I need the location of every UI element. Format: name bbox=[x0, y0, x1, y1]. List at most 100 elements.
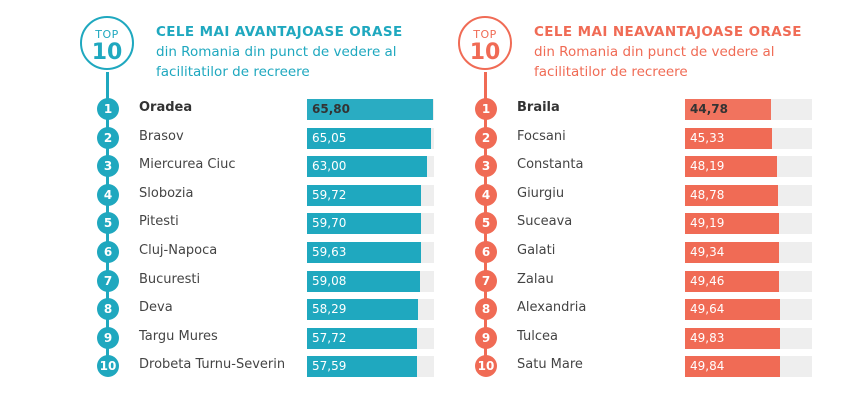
bar-track: 65,80 bbox=[307, 99, 434, 120]
rank-number: 3 bbox=[475, 155, 497, 178]
score-bar bbox=[685, 270, 779, 292]
rank-number: 10 bbox=[97, 355, 119, 378]
score-bar bbox=[307, 356, 417, 378]
worst-cities-panel: TOP 10 CELE MAI NEAVANTAJOASE ORASE din … bbox=[458, 0, 818, 403]
city-name: Bucuresti bbox=[139, 271, 201, 287]
score-bar bbox=[685, 156, 777, 178]
table-row: 4 Slobozia 59,72 bbox=[80, 182, 440, 208]
table-row: 9 Targu Mures 57,72 bbox=[80, 325, 440, 351]
bar-track: 63,00 bbox=[307, 156, 434, 178]
score-value: 48,78 bbox=[690, 187, 725, 202]
rank-number: 5 bbox=[97, 212, 119, 235]
worst-cities-subtitle: din Romania din punct de vedere al facil… bbox=[534, 44, 775, 80]
city-name: Braila bbox=[517, 100, 560, 115]
bar-track: 49,83 bbox=[685, 327, 812, 349]
rank-number: 1 bbox=[475, 98, 497, 120]
score-value: 49,19 bbox=[690, 216, 725, 231]
bar-track: 59,72 bbox=[307, 184, 434, 206]
table-row: 6 Cluj-Napoca 59,63 bbox=[80, 239, 440, 265]
city-name: Tulcea bbox=[517, 328, 558, 344]
bar-track: 57,72 bbox=[307, 327, 434, 349]
top10-badge: TOP 10 bbox=[458, 16, 512, 70]
city-name: Satu Mare bbox=[517, 357, 583, 373]
score-bar bbox=[307, 127, 431, 149]
bar-track: 49,46 bbox=[685, 270, 812, 292]
score-bar bbox=[307, 327, 417, 349]
city-name: Miercurea Ciuc bbox=[139, 157, 236, 173]
table-row: 5 Pitesti 59,70 bbox=[80, 210, 440, 236]
badge-connector-line bbox=[484, 72, 487, 112]
table-row: 1 Braila 44,78 bbox=[458, 96, 818, 122]
score-bar bbox=[307, 99, 433, 120]
bar-track: 65,05 bbox=[307, 127, 434, 149]
badge-connector-line bbox=[106, 72, 109, 112]
score-bar bbox=[685, 127, 772, 149]
score-bar bbox=[685, 327, 780, 349]
city-name: Targu Mures bbox=[139, 328, 218, 344]
city-name: Suceava bbox=[517, 214, 573, 230]
score-value: 49,46 bbox=[690, 273, 725, 288]
city-name: Oradea bbox=[139, 100, 193, 115]
bar-track: 49,34 bbox=[685, 242, 812, 263]
city-name: Deva bbox=[139, 300, 173, 316]
badge-top-label: TOP bbox=[473, 28, 497, 41]
city-name: Giurgiu bbox=[517, 185, 565, 201]
city-name: Focsani bbox=[517, 128, 566, 144]
bar-track: 58,29 bbox=[307, 299, 434, 321]
score-bar bbox=[685, 356, 780, 378]
rank-number: 10 bbox=[475, 355, 497, 378]
score-value: 63,00 bbox=[312, 159, 347, 174]
bar-track: 49,19 bbox=[685, 213, 812, 235]
rank-number: 8 bbox=[97, 298, 119, 321]
score-value: 48,19 bbox=[690, 159, 725, 174]
best-cities-panel: TOP 10 CELE MAI AVANTAJOASE ORASE din Ro… bbox=[80, 0, 440, 403]
table-row: 3 Constanta 48,19 bbox=[458, 153, 818, 179]
city-name: Zalau bbox=[517, 271, 554, 287]
table-row: 6 Galati 49,34 bbox=[458, 239, 818, 265]
table-row: 7 Zalau 49,46 bbox=[458, 268, 818, 294]
table-row: 8 Alexandria 49,64 bbox=[458, 296, 818, 322]
table-row: 5 Suceava 49,19 bbox=[458, 210, 818, 236]
score-bar bbox=[307, 242, 421, 263]
badge-top-label: TOP bbox=[95, 28, 119, 41]
bar-track: 59,63 bbox=[307, 242, 434, 263]
bar-track: 44,78 bbox=[685, 99, 812, 120]
badge-ten-label: 10 bbox=[91, 40, 123, 65]
city-name: Slobozia bbox=[139, 185, 194, 201]
rank-number: 4 bbox=[97, 183, 119, 206]
score-bar bbox=[685, 184, 778, 206]
best-cities-header: TOP 10 CELE MAI AVANTAJOASE ORASE din Ro… bbox=[80, 16, 440, 112]
city-name: Drobeta Turnu-Severin bbox=[139, 357, 286, 373]
city-name: Pitesti bbox=[139, 214, 179, 230]
score-value: 49,34 bbox=[690, 245, 725, 259]
score-value: 49,64 bbox=[690, 302, 725, 317]
bar-track: 59,08 bbox=[307, 270, 434, 292]
worst-cities-headline: CELE MAI NEAVANTAJOASE ORASE bbox=[534, 24, 802, 40]
score-value: 58,29 bbox=[312, 302, 347, 317]
score-value: 57,59 bbox=[312, 359, 347, 374]
score-bar bbox=[307, 184, 421, 206]
table-row: 8 Deva 58,29 bbox=[80, 296, 440, 322]
best-cities-heading: CELE MAI AVANTAJOASE ORASE din Romania d… bbox=[156, 22, 446, 82]
table-row: 9 Tulcea 49,83 bbox=[458, 325, 818, 351]
rank-number: 3 bbox=[97, 155, 119, 178]
table-row: 4 Giurgiu 48,78 bbox=[458, 182, 818, 208]
score-value: 49,83 bbox=[690, 330, 725, 345]
bar-track: 45,33 bbox=[685, 127, 812, 149]
rank-number: 2 bbox=[97, 126, 119, 149]
score-value: 59,72 bbox=[312, 187, 347, 202]
city-name: Constanta bbox=[517, 157, 584, 173]
city-name: Alexandria bbox=[517, 300, 587, 316]
table-row: 7 Bucuresti 59,08 bbox=[80, 268, 440, 294]
rank-number: 5 bbox=[475, 212, 497, 235]
bar-track: 48,78 bbox=[685, 184, 812, 206]
score-bar bbox=[685, 99, 771, 120]
rank-number: 6 bbox=[97, 241, 119, 263]
score-bar bbox=[307, 299, 418, 321]
city-name: Brasov bbox=[139, 128, 184, 144]
score-bar bbox=[307, 270, 420, 292]
score-bar bbox=[685, 242, 779, 263]
score-bar bbox=[685, 213, 779, 235]
table-row: 10 Satu Mare 49,84 bbox=[458, 353, 818, 379]
score-value: 59,70 bbox=[312, 216, 347, 231]
